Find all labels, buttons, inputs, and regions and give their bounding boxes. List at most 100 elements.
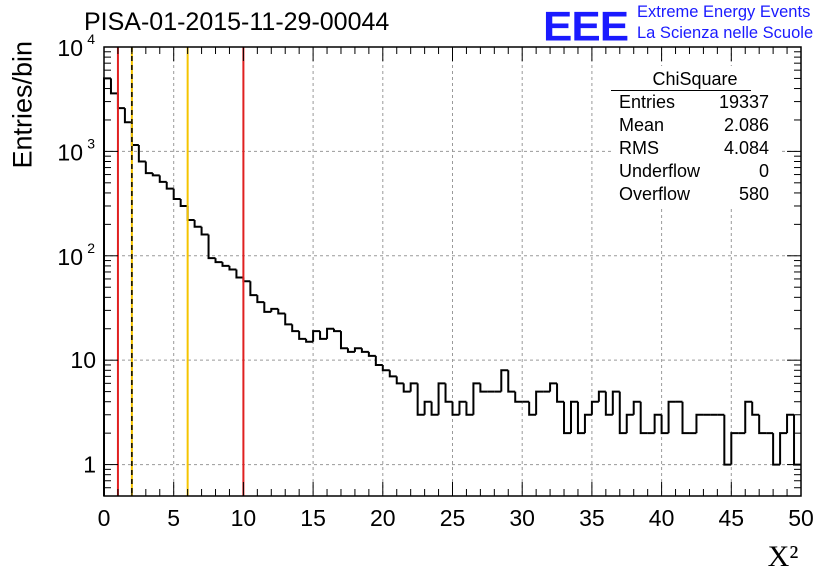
stats-value: 2.086 xyxy=(723,115,769,135)
histogram-bin xyxy=(291,324,300,333)
x-tick-label: 5 xyxy=(167,505,180,531)
histogram-bin xyxy=(137,145,146,163)
y-axis-label: Entries/bin xyxy=(7,40,38,169)
y-tick-exponent: 4 xyxy=(87,31,95,47)
histogram-bin xyxy=(242,277,251,283)
histogram-bin xyxy=(284,313,293,326)
histogram-bin xyxy=(507,370,516,393)
x-tick-label: 40 xyxy=(649,505,675,531)
histogram-bin xyxy=(660,414,669,435)
histogram-bin xyxy=(444,383,453,403)
axis-ticks xyxy=(103,46,802,497)
histogram-bin xyxy=(207,234,216,260)
histogram-bin xyxy=(130,122,139,147)
histogram-bin xyxy=(179,198,188,207)
x-tick-label: 45 xyxy=(719,505,745,531)
histogram-bin xyxy=(409,382,418,392)
histogram-bin xyxy=(751,401,760,416)
stats-value: 580 xyxy=(738,184,769,204)
histogram-bin xyxy=(374,355,383,366)
histogram-bin xyxy=(339,331,348,350)
histogram-bin xyxy=(360,348,369,353)
histogram-bin xyxy=(305,338,314,343)
x-tick-label: 30 xyxy=(509,505,535,531)
histogram-bin xyxy=(604,391,613,416)
y-tick-label: 1 xyxy=(83,452,96,478)
x-tick-label: 25 xyxy=(440,505,466,531)
stats-key: Underflow xyxy=(619,161,701,181)
histogram-bin xyxy=(563,401,571,435)
histogram-bin xyxy=(465,401,474,416)
histogram-bin xyxy=(270,307,279,312)
histogram-bin xyxy=(277,308,286,315)
y-tick-exponent: 2 xyxy=(87,240,95,256)
histogram-bin xyxy=(549,382,558,392)
histogram-bin xyxy=(625,413,634,434)
histogram-bin xyxy=(458,400,467,415)
histogram-bin xyxy=(353,347,362,352)
histogram-bin xyxy=(326,327,335,339)
x-tick-label: 35 xyxy=(579,505,605,531)
histogram-bin xyxy=(514,391,523,403)
histogram-bin xyxy=(298,331,307,340)
x-tick-label: 10 xyxy=(231,505,257,531)
histogram-bin xyxy=(263,302,272,313)
stats-value: 4.084 xyxy=(723,138,769,158)
x-tick-label: 0 xyxy=(98,505,111,531)
histogram-bin xyxy=(730,432,739,465)
histogram-bin xyxy=(214,258,223,264)
y-tick-label: 10 xyxy=(57,35,83,61)
histogram-bin xyxy=(346,348,355,353)
histogram-bin xyxy=(772,433,781,466)
histogram-bin xyxy=(576,401,585,435)
x-tick-label: 15 xyxy=(300,505,326,531)
x-tick-label: 20 xyxy=(370,505,396,531)
histogram-bin xyxy=(416,383,425,416)
histogram-bin xyxy=(109,78,118,95)
histogram-bin xyxy=(381,364,390,372)
histogram-bin xyxy=(312,330,321,342)
histogram-bin xyxy=(186,205,195,222)
y-tick-exponent: 3 xyxy=(87,135,95,151)
stats-divider xyxy=(611,90,751,91)
histogram-bin xyxy=(200,226,209,236)
stats-row-overflow: Overflow 580 xyxy=(619,184,769,206)
stats-row-rms: RMS 4.084 xyxy=(619,138,769,160)
histogram-bin xyxy=(723,414,732,466)
histogram-bin xyxy=(319,331,328,340)
histogram-bin xyxy=(116,93,125,110)
histogram-bin xyxy=(144,161,153,175)
y-tick-label: 10 xyxy=(57,244,83,270)
histogram-bin xyxy=(597,390,606,402)
histogram-bin xyxy=(569,400,578,434)
histogram-bin xyxy=(611,390,620,415)
histogram-bin xyxy=(758,414,767,435)
stats-title: ChiSquare xyxy=(652,69,738,89)
x-tick-label: 50 xyxy=(788,505,814,531)
histogram-bin xyxy=(479,383,488,393)
stats-key: Mean xyxy=(619,115,665,135)
threshold-lines xyxy=(116,47,245,496)
histogram-bin xyxy=(556,383,565,403)
histogram-bin xyxy=(172,188,181,200)
histogram-bin xyxy=(367,351,376,357)
stats-row-mean: Mean 2.086 xyxy=(619,115,769,137)
histogram-bin xyxy=(779,432,788,465)
histogram-bin xyxy=(333,328,341,333)
y-tick-label: 10 xyxy=(70,347,96,373)
histogram-bin xyxy=(423,400,432,415)
histogram-bin xyxy=(667,400,676,434)
stats-row-underflow: Underflow 0 xyxy=(619,161,769,183)
histogram-bin xyxy=(681,401,690,435)
histogram-bin xyxy=(402,383,411,393)
histogram-bin xyxy=(528,401,537,416)
histogram-bin xyxy=(256,295,265,304)
histogram-bin xyxy=(618,391,627,435)
histogram-bin xyxy=(123,108,132,124)
y-tick-label: 10 xyxy=(57,139,83,165)
stats-key: Entries xyxy=(619,92,676,112)
histogram-bin xyxy=(228,265,237,271)
histogram-bin xyxy=(639,401,648,435)
